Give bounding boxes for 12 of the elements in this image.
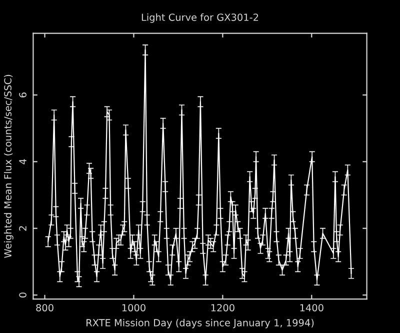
- x-tick-label: 1000: [122, 304, 146, 312]
- x-tick-label: 800: [36, 304, 54, 312]
- y-tick-label: 2: [19, 226, 26, 231]
- x-tick-label: 1400: [300, 304, 324, 312]
- x-tick-label: 1200: [211, 304, 234, 312]
- y-tick-label: 0: [19, 292, 26, 298]
- y-axis-title: Weighted Mean Flux (counts/sec/SSC): [4, 74, 14, 258]
- chart-title: Light Curve for GX301-2: [142, 13, 258, 23]
- x-axis-title: RXTE Mission Day (days since January 1, 1994): [86, 318, 314, 328]
- y-tick-label: 6: [19, 92, 26, 98]
- line-series: [48, 49, 352, 282]
- y-tick-label: 4: [19, 159, 26, 164]
